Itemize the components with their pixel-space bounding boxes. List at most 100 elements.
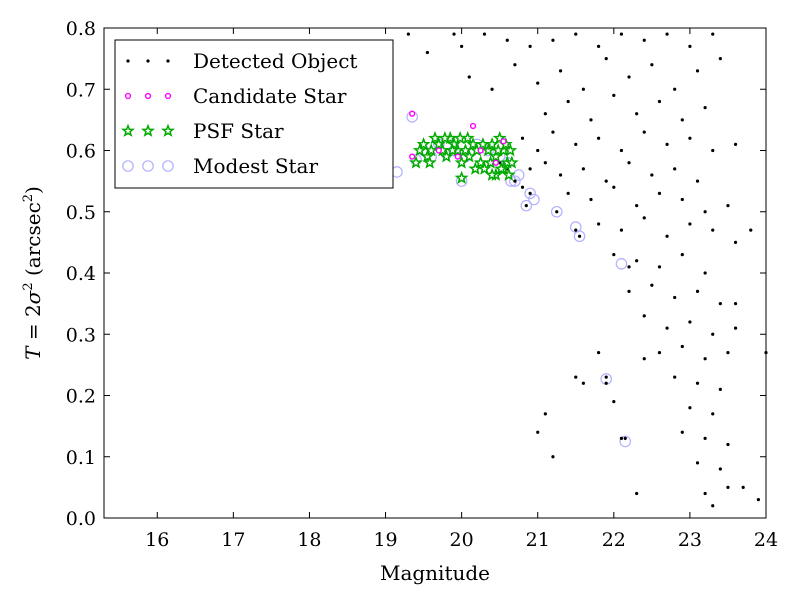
detected-object-point [726, 351, 730, 355]
candidate-star-point [492, 159, 499, 166]
detected-object-point [619, 436, 624, 440]
detected-object-point [657, 351, 662, 355]
detected-object-point [520, 185, 525, 189]
legend-marker [126, 59, 130, 63]
detected-object-point [642, 216, 646, 220]
y-label-T: T [21, 345, 45, 360]
detected-object-point [536, 148, 540, 153]
legend-marker [144, 92, 152, 100]
detected-object-point [612, 400, 616, 404]
detected-object-point [749, 228, 753, 232]
detected-object-point [695, 179, 700, 183]
detected-object-point [688, 136, 692, 140]
psf-star-point [454, 170, 469, 184]
detected-object-point [452, 32, 456, 36]
detected-object-point [718, 467, 722, 471]
x-tick-label: 18 [297, 529, 321, 551]
modest-star-point [512, 169, 525, 181]
detected-object-point [528, 167, 532, 171]
detected-object-point [695, 289, 700, 293]
legend-marker [161, 123, 175, 137]
x-axis-label: Magnitude [380, 561, 490, 585]
legend-marker [141, 123, 155, 137]
detected-object-point [657, 191, 662, 195]
psf-star-point [485, 167, 500, 181]
detected-object-point [673, 295, 677, 300]
psf-star-point [504, 155, 519, 169]
detected-object-point [528, 191, 532, 195]
detected-object-point [703, 357, 707, 361]
legend: Detected Object Candidate Star PSF Star Mod… [114, 39, 394, 189]
detected-object-point [680, 197, 684, 202]
detected-object-point [551, 38, 555, 42]
x-tick-label: 23 [678, 529, 702, 551]
legend-marker [121, 123, 135, 137]
candidate-star-series [409, 110, 507, 166]
detected-object-point [657, 265, 662, 269]
x-tick-label: 21 [526, 529, 550, 551]
legend-label: PSF Star [193, 119, 284, 143]
detected-object-point [520, 136, 525, 140]
detected-object-point [650, 173, 654, 177]
modest-star-point [619, 435, 632, 448]
detected-object-point [657, 99, 662, 104]
detected-object-point [642, 38, 646, 42]
detected-object-point [711, 148, 715, 153]
detected-object-point [650, 283, 654, 287]
detected-object-point [619, 32, 624, 36]
detected-object-point [612, 253, 616, 257]
detected-object-point [733, 302, 738, 306]
detected-object-point [551, 455, 555, 459]
detected-object-point [703, 271, 707, 275]
plot-area [391, 32, 768, 508]
detected-object-point [665, 142, 669, 146]
detected-object-point [688, 222, 692, 226]
detected-object-point [513, 63, 517, 67]
y-label-sq: 2 [21, 282, 36, 290]
candidate-star-point [477, 147, 484, 154]
modest-star-point [528, 193, 540, 206]
detected-object-point [718, 302, 722, 306]
detected-object-point [566, 191, 570, 195]
legend-marker [166, 59, 170, 63]
detected-object-point [703, 436, 707, 440]
detected-object-point [524, 204, 528, 208]
detected-object-point [467, 75, 471, 79]
psf-star-series [409, 130, 519, 184]
detected-object-point [711, 504, 715, 508]
y-tick-label: 0.0 [66, 508, 96, 530]
detected-object-point [627, 161, 631, 165]
detected-object-point [673, 375, 677, 379]
detected-object-point [695, 381, 700, 385]
psf-star-point [494, 161, 509, 175]
svg-text:T = 2σ2 (arcsec2): T = 2σ2 (arcsec2) [21, 186, 45, 360]
detected-object-point [543, 161, 547, 165]
legend-marker [162, 160, 174, 172]
detected-object-point [703, 491, 707, 496]
detected-object-point [695, 461, 700, 465]
detected-object-point [635, 491, 639, 496]
detected-object-point [733, 240, 738, 244]
y-tick-label: 0.8 [66, 18, 96, 40]
detected-object-point [577, 234, 582, 238]
detected-object-point [558, 173, 563, 177]
detected-object-point [612, 93, 616, 97]
detected-object-point [642, 357, 646, 361]
detected-object-point [574, 32, 578, 36]
modest-star-point [550, 205, 563, 218]
legend-label: Detected Object [193, 49, 357, 73]
detected-object-point [574, 142, 578, 146]
y-tick-label: 0.2 [66, 386, 96, 408]
detected-object-point [756, 498, 760, 502]
psf-star-point [437, 130, 452, 145]
legend-marker [146, 59, 150, 63]
detected-object-point [665, 326, 669, 330]
y-tick-label: 0.1 [66, 447, 96, 469]
modest-star-point [615, 258, 628, 270]
psf-star-point [453, 130, 468, 145]
y-tick-label: 0.5 [66, 202, 96, 224]
detected-object-point [711, 32, 715, 36]
detected-object-point [711, 332, 715, 336]
detected-object-point [460, 44, 464, 48]
